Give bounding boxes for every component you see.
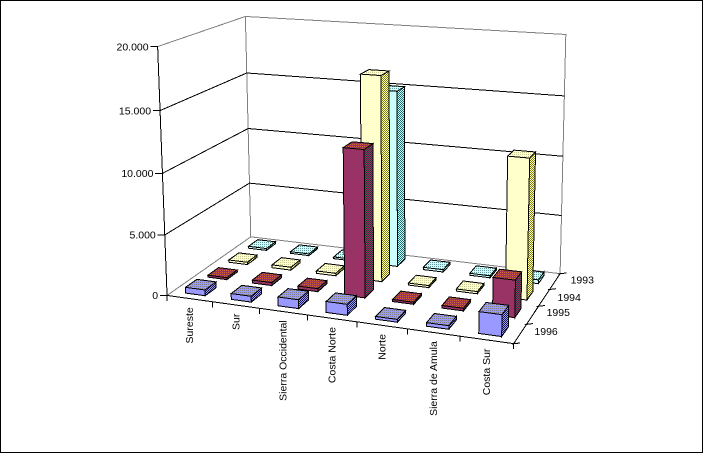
svg-text:0: 0	[152, 290, 158, 302]
svg-text:5.000: 5.000	[129, 230, 155, 242]
svg-text:10.000: 10.000	[121, 168, 153, 180]
svg-text:20.000: 20.000	[117, 41, 149, 53]
svg-text:Costa Norte: Costa Norte	[326, 327, 338, 383]
svg-text:15.000: 15.000	[119, 105, 151, 117]
svg-text:Sierra Occidental: Sierra Occidental	[278, 320, 290, 401]
svg-text:Costa Sur: Costa Sur	[481, 348, 493, 395]
svg-text:1996: 1996	[534, 326, 558, 338]
svg-text:Sur: Sur	[230, 313, 242, 330]
svg-text:1993: 1993	[571, 274, 595, 286]
svg-text:1995: 1995	[547, 307, 571, 319]
svg-text:Sierra de Amula: Sierra de Amula	[428, 341, 440, 416]
svg-text:Sureste: Sureste	[184, 307, 196, 343]
svg-text:Norte: Norte	[377, 334, 389, 360]
svg-text:1994: 1994	[558, 292, 582, 304]
